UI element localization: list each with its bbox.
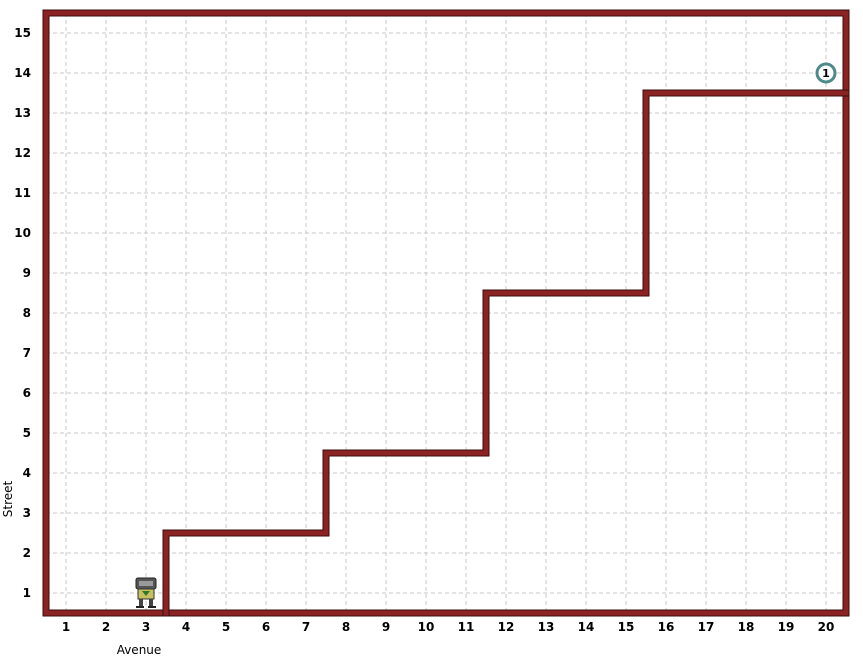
street-tick-label: 4 xyxy=(23,466,31,480)
street-tick-label: 9 xyxy=(23,266,31,280)
street-tick-label: 6 xyxy=(23,386,31,400)
avenue-tick-label: 6 xyxy=(262,620,270,634)
avenue-tick-label: 4 xyxy=(182,620,190,634)
street-tick-label: 15 xyxy=(14,26,31,40)
y-axis-title: Street xyxy=(1,480,15,517)
walls xyxy=(42,9,850,617)
avenue-tick-label: 19 xyxy=(778,620,795,634)
robot-icon xyxy=(135,577,157,608)
avenue-tick-label: 5 xyxy=(222,620,230,634)
avenue-tick-labels: 1 2 3 4 5 6 7 8 9 10 11 12 13 14 15 16 17 18 19 20 xyxy=(62,620,835,634)
grid-lines xyxy=(46,13,846,613)
street-tick-label: 12 xyxy=(14,146,31,160)
street-tick-label: 13 xyxy=(14,106,31,120)
avenue-tick-label: 8 xyxy=(342,620,350,634)
beeper-icon xyxy=(815,62,837,84)
wall-segment xyxy=(43,10,849,616)
street-tick-label: 2 xyxy=(23,546,31,560)
avenue-tick-label: 2 xyxy=(102,620,110,634)
robot-leg-right xyxy=(149,599,153,607)
street-tick-label: 5 xyxy=(23,426,31,440)
avenue-tick-label: 14 xyxy=(578,620,595,634)
wall-segment xyxy=(163,90,849,616)
avenue-tick-label: 9 xyxy=(382,620,390,634)
avenue-tick-label: 17 xyxy=(698,620,715,634)
robot-foot-right xyxy=(148,606,156,608)
robot-direction-icon xyxy=(142,591,150,596)
avenue-tick-label: 18 xyxy=(738,620,755,634)
avenue-tick-label: 7 xyxy=(302,620,310,634)
avenue-tick-label: 11 xyxy=(458,620,475,634)
street-tick-label: 8 xyxy=(23,306,31,320)
beepers: 1 xyxy=(815,62,837,84)
avenue-tick-label: 12 xyxy=(498,620,515,634)
avenue-tick-label: 3 xyxy=(142,620,150,634)
street-tick-label: 11 xyxy=(14,186,31,200)
avenue-tick-label: 10 xyxy=(418,620,435,634)
street-tick-label: 1 xyxy=(23,586,31,600)
robot-visor xyxy=(139,581,153,586)
x-axis-title: Avenue xyxy=(117,643,162,657)
avenue-tick-label: 1 xyxy=(62,620,70,634)
street-tick-label: 7 xyxy=(23,346,31,360)
street-tick-label: 10 xyxy=(14,226,31,240)
street-tick-label: 14 xyxy=(14,66,31,80)
avenue-tick-label: 16 xyxy=(658,620,675,634)
robot-foot-left xyxy=(136,606,144,608)
robot xyxy=(135,577,157,608)
avenue-tick-label: 13 xyxy=(538,620,555,634)
avenue-tick-label: 15 xyxy=(618,620,635,634)
street-tick-label: 3 xyxy=(23,506,31,520)
robot-leg-left xyxy=(139,599,143,607)
beeper-count: 1 xyxy=(822,67,830,80)
avenue-tick-label: 20 xyxy=(818,620,835,634)
